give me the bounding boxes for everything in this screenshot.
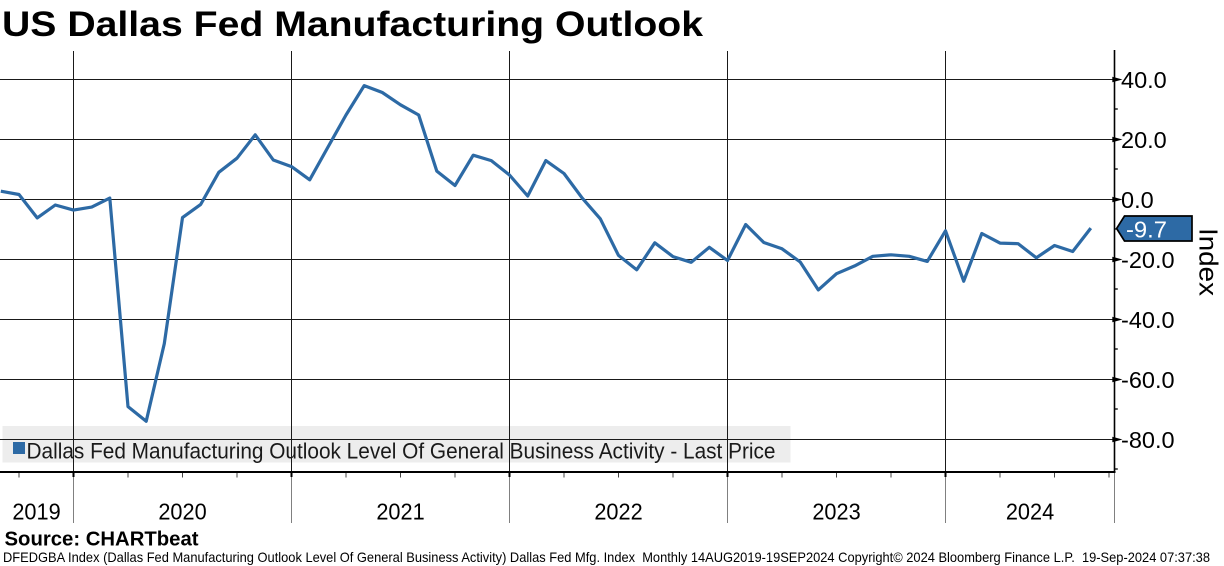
svg-text:2024: 2024 [1006,499,1054,525]
svg-text:-60.0: -60.0 [1121,367,1175,393]
svg-text:2019: 2019 [12,499,60,525]
svg-text:20.0: 20.0 [1121,127,1167,153]
svg-text:0.0: 0.0 [1121,187,1154,213]
svg-text:Index: Index [1194,228,1224,296]
svg-text:2022: 2022 [594,499,642,525]
svg-text:US Dallas Fed Manufacturing Ou: US Dallas Fed Manufacturing Outlook [2,5,704,44]
svg-text:DFEDGBA Index (Dallas Fed Manu: DFEDGBA Index (Dallas Fed Manufacturing … [3,549,1210,565]
svg-text:Dallas Fed Manufacturing Outlo: Dallas Fed Manufacturing Outlook Level O… [27,438,776,463]
svg-text:2023: 2023 [812,499,860,525]
svg-text:-80.0: -80.0 [1121,427,1175,453]
svg-text:2020: 2020 [158,499,206,525]
svg-text:-40.0: -40.0 [1121,307,1175,333]
svg-text:-20.0: -20.0 [1121,247,1175,273]
svg-text:40.0: 40.0 [1121,67,1167,93]
svg-text:2021: 2021 [376,499,424,525]
svg-text:Source: CHARTbeat: Source: CHARTbeat [5,529,199,551]
svg-text:-9.7: -9.7 [1126,216,1167,242]
